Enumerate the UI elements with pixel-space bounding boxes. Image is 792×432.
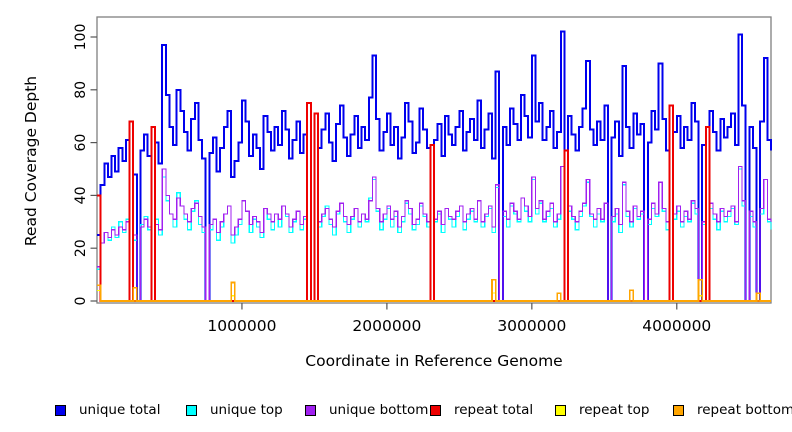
legend-item-repeat-top: repeat top [555, 401, 649, 419]
repeat-total-swatch-icon [430, 404, 441, 416]
chart-legend: unique total unique top unique bottom re… [0, 401, 792, 421]
x-tick-label: 2000000 [352, 317, 421, 335]
series-repeat-bottom [97, 279, 771, 302]
series-unique-total [97, 30, 772, 302]
legend-item-label: repeat bottom [697, 402, 792, 418]
x-tick-label: 1000000 [207, 317, 276, 335]
y-tick-label: 60 [73, 134, 89, 152]
x-tick-label: 3000000 [497, 317, 566, 335]
unique-bottom-swatch-icon [305, 404, 316, 416]
legend-item-repeat-total: repeat total [430, 401, 533, 419]
y-tick-label: 40 [73, 186, 89, 204]
unique-top-swatch-icon [186, 404, 197, 416]
repeat-top-swatch-icon [555, 404, 566, 416]
legend-item-label: unique top [210, 402, 283, 418]
legend-item-label: repeat total [454, 402, 534, 418]
legend-item-label: unique total [79, 402, 161, 418]
legend-item-unique-total: unique total [55, 401, 160, 419]
legend-item-repeat-bottom: repeat bottom [673, 401, 792, 419]
repeat-bottom-swatch-icon [673, 404, 684, 416]
y-tick-label: 0 [73, 297, 89, 306]
plot-box [96, 16, 772, 304]
y-tick-label: 20 [73, 239, 89, 257]
y-tick-label: 80 [73, 81, 89, 99]
x-axis-title: Coordinate in Reference Genome [305, 352, 563, 370]
legend-item-unique-bottom: unique bottom [305, 401, 428, 419]
unique-total-swatch-icon [55, 404, 66, 416]
legend-item-label: unique bottom [329, 402, 429, 418]
series-unique-bottom [97, 165, 772, 302]
x-tick-label: 4000000 [642, 317, 711, 335]
legend-item-unique-top: unique top [186, 401, 283, 419]
legend-item-label: repeat top [579, 402, 650, 418]
y-tick-label: 100 [73, 24, 89, 51]
y-axis-title: Read Coverage Depth [22, 75, 40, 247]
